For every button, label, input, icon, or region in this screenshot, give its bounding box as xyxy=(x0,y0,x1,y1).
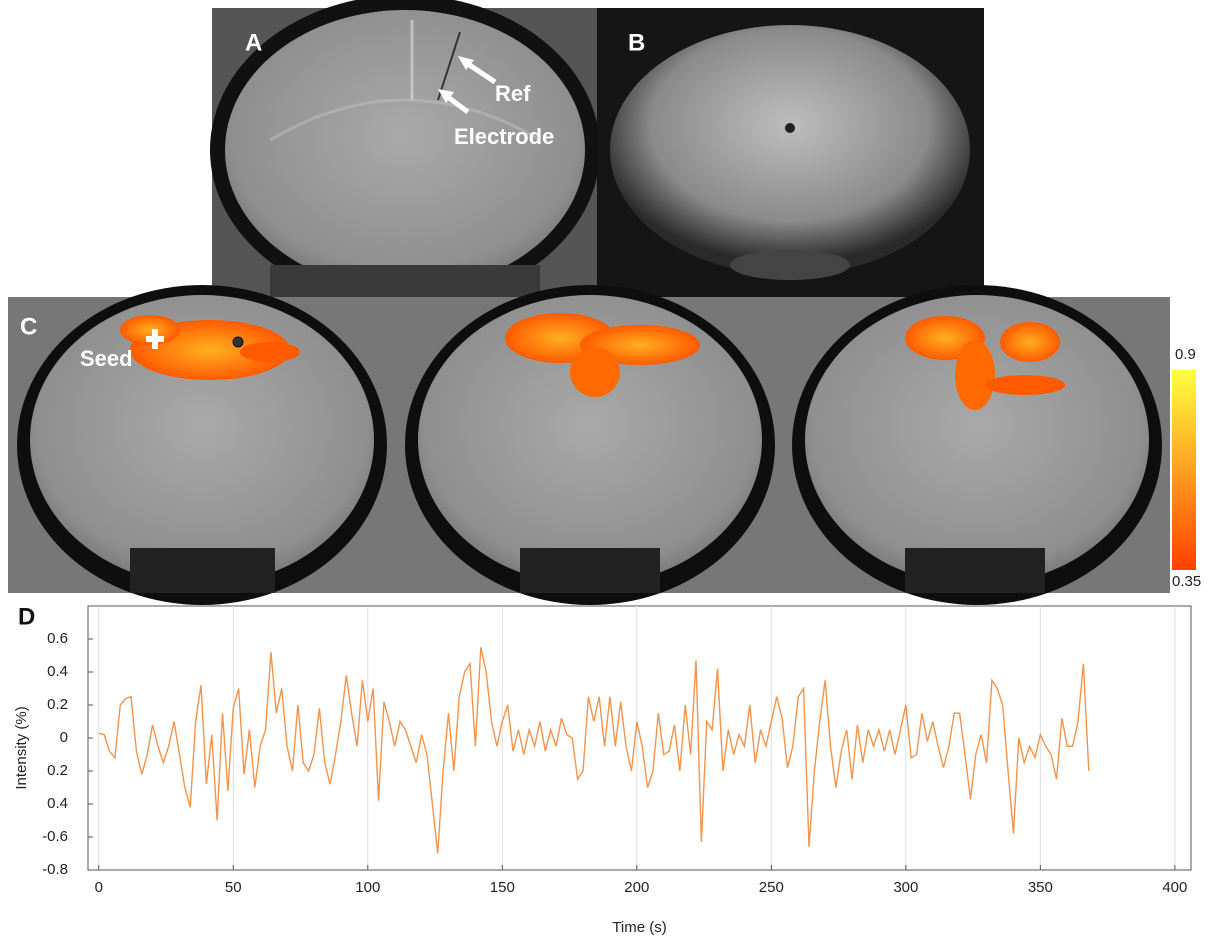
colorbar-label: 0.9 xyxy=(1175,346,1196,363)
annotation: Electrode xyxy=(454,124,554,149)
x-tick-label: 200 xyxy=(624,879,649,896)
y-tick-label: 0 xyxy=(60,729,68,746)
x-tick-label: 100 xyxy=(355,879,380,896)
panel-label: D xyxy=(18,603,35,630)
y-tick-label: -0.6 xyxy=(42,828,68,845)
x-tick-label: 50 xyxy=(225,879,242,896)
image-c: C Seed xyxy=(8,285,1170,605)
y-tick-label: 0.4 xyxy=(47,663,68,680)
y-tick-label: -0.8 xyxy=(42,861,68,878)
plot-frame xyxy=(87,605,1192,871)
y-axis-label: Intensity (%) xyxy=(13,706,30,789)
colorbar-label: 0.35 xyxy=(1172,573,1201,590)
y-tick-label: 0.6 xyxy=(47,630,68,647)
x-tick-label: 150 xyxy=(490,879,515,896)
x-tick-label: 250 xyxy=(759,879,784,896)
y-tick-label: 0.2 xyxy=(47,762,68,779)
chart: 0 50 100 150 200 250 300 350 400 0.6 0.4 0.2 0 0.2 0.4… xyxy=(13,605,1192,936)
panel-label: B xyxy=(628,29,645,56)
annotation: Seed xyxy=(80,346,133,371)
x-tick-label: 350 xyxy=(1028,879,1053,896)
annotation: Ref xyxy=(495,81,531,106)
arrow xyxy=(463,59,497,85)
panel-label: C xyxy=(20,313,37,340)
y-tick-label: 0.4 xyxy=(47,795,68,812)
y-tick-label: 0.2 xyxy=(47,696,68,713)
image-b: B xyxy=(597,8,984,297)
image-a: A Ref Electrode xyxy=(210,0,600,305)
x-tick-label: 400 xyxy=(1162,879,1187,896)
data-line xyxy=(98,647,1090,854)
colorbar: 0.9 0.35 xyxy=(1172,346,1201,590)
panel-label: A xyxy=(245,29,262,56)
x-tick-label: 300 xyxy=(893,879,918,896)
x-tick-label: 0 xyxy=(95,879,103,896)
x-axis-label: Time (s) xyxy=(612,919,666,936)
